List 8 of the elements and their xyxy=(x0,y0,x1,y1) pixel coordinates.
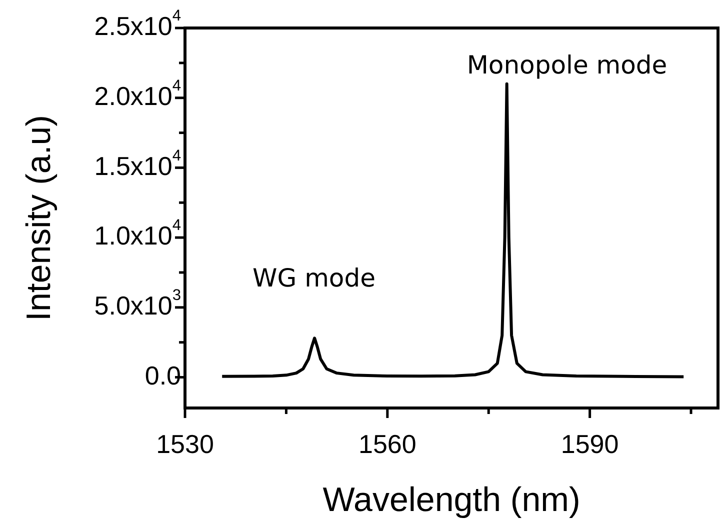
x-axis-title: Wavelength (nm) xyxy=(322,480,580,519)
annotation: Monopole mode xyxy=(466,50,668,80)
y-tick-label: 0.0 xyxy=(144,360,182,390)
y-axis-title: Intensity (a.u) xyxy=(20,115,58,321)
x-tick-label: 1590 xyxy=(560,428,619,459)
x-tick-label: 1530 xyxy=(156,428,214,459)
x-tick-label: 1560 xyxy=(358,428,416,459)
annotation: WG mode xyxy=(252,264,376,292)
